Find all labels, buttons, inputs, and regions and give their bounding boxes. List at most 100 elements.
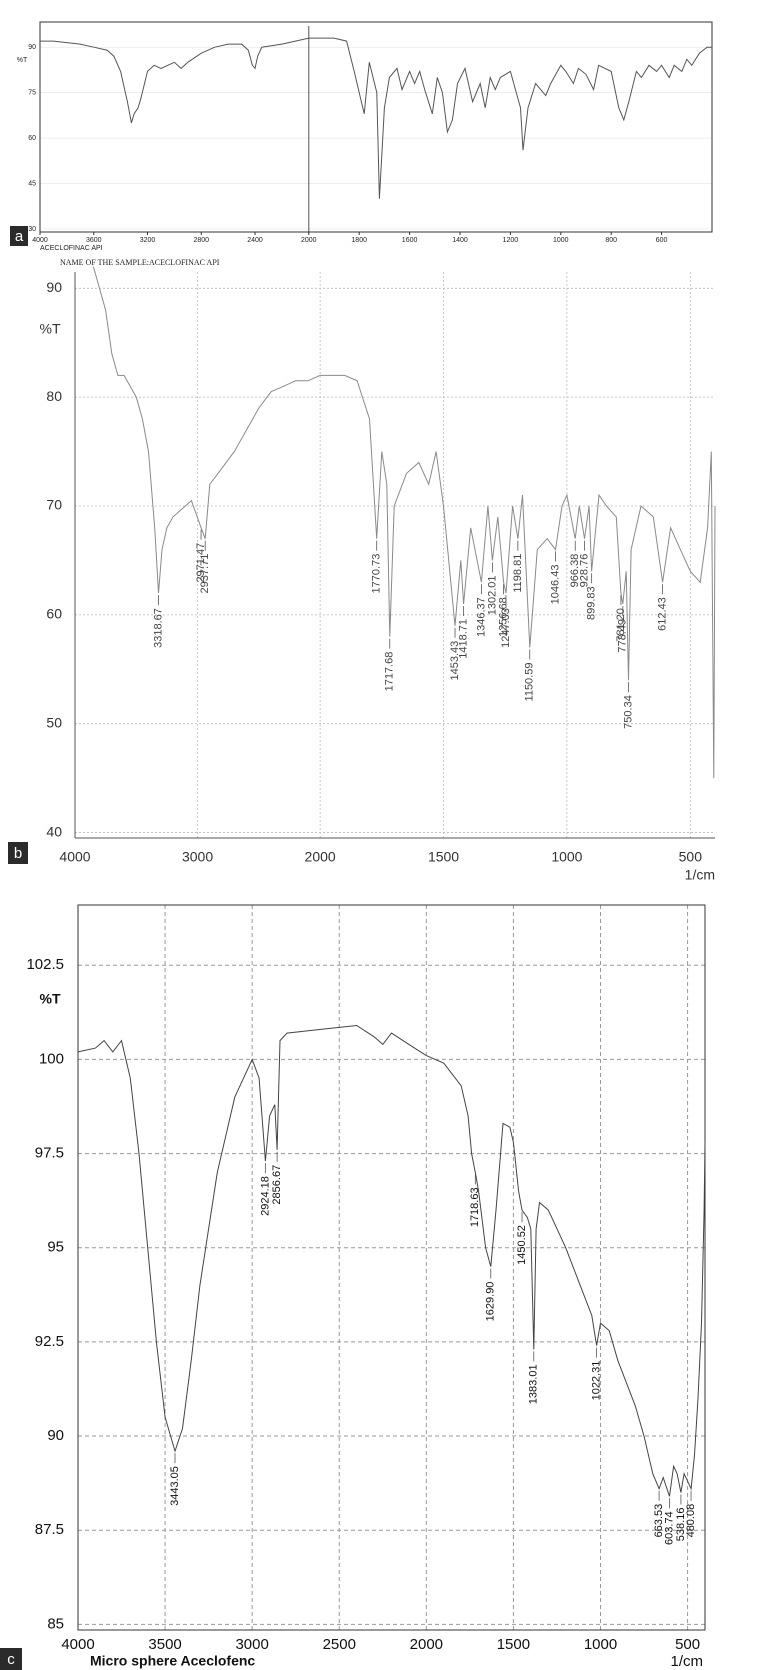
x-tick-label: 3200	[140, 237, 156, 244]
y-axis-title: %T	[40, 321, 61, 337]
x-tick-label: 2000	[410, 1636, 443, 1653]
y-tick-label: 30	[28, 226, 36, 233]
y-tick-label: 87.5	[35, 1521, 64, 1538]
x-tick-label: 3600	[86, 237, 102, 244]
y-tick-label: 60	[46, 606, 62, 622]
x-tick-label: 1000	[551, 849, 582, 865]
peak-label: 1453.43	[449, 641, 461, 681]
x-tick-label: 3000	[182, 849, 213, 865]
peak-label: 1418.71	[457, 619, 469, 659]
peak-label: 1383.01	[528, 1364, 540, 1404]
x-tick-label: 2000	[301, 237, 317, 244]
peak-label: 966.38	[569, 554, 581, 588]
x-tick-label: 500	[679, 849, 703, 865]
x-tick-label: 1600	[402, 237, 418, 244]
y-tick-label: 97.5	[35, 1145, 64, 1162]
peak-label: 1450.52	[516, 1225, 528, 1265]
x-tick-label: 1800	[351, 237, 367, 244]
x-tick-label: 1000	[584, 1636, 617, 1653]
y-axis-title: %T	[17, 57, 28, 64]
panel-letter: c	[7, 1651, 15, 1668]
peak-label: 773.49	[617, 619, 629, 653]
peak-label: 1256.68	[497, 597, 509, 637]
x-axis-title: 1/cm	[685, 867, 715, 883]
panel-letter-box	[8, 842, 28, 864]
x-tick-label: 3000	[235, 1636, 268, 1653]
x-tick-label: 600	[656, 237, 668, 244]
x-tick-label: 1200	[503, 237, 519, 244]
y-tick-label: 75	[28, 89, 36, 96]
y-tick-label: 45	[28, 180, 36, 187]
y-tick-label: 40	[46, 823, 62, 839]
plot-frame	[39, 21, 713, 233]
peak-label: 781.20	[615, 608, 627, 642]
caption: NAME OF THE SAMPLE:ACECLOFINAC API	[60, 258, 220, 267]
x-tick-label: 4000	[32, 237, 48, 244]
x-tick-label: 500	[675, 1636, 700, 1653]
x-tick-label: 4000	[61, 1636, 94, 1653]
y-tick-label: 90	[28, 44, 36, 51]
peak-label: 1198.81	[512, 554, 524, 593]
peak-label: 538.16	[675, 1508, 687, 1542]
peak-label: 1247.03	[500, 608, 512, 648]
peak-label: 1302.01	[486, 575, 498, 615]
y-tick-label: 50	[46, 714, 62, 730]
peak-label: 3443.05	[169, 1466, 181, 1506]
x-tick-label: 1000	[553, 237, 569, 244]
x-tick-label: 3500	[148, 1636, 181, 1653]
plot-frame	[77, 904, 706, 1631]
panel-b: 40 50 60 70 80 90 4000 3000 2000 1500 1000 500 3318.…	[8, 266, 716, 883]
peak-label: 663.53	[653, 1504, 665, 1538]
y-tick-label: 85	[47, 1615, 64, 1632]
panel-c: 85 87.5 90 92.5 95 97.5 100 102.5 4000 3500 3000 25…	[0, 904, 706, 1670]
y-tick-label: 90	[46, 279, 62, 295]
peak-label: 603.74	[663, 1511, 675, 1545]
peak-label: 3318.67	[152, 608, 164, 648]
y-tick-label: 70	[46, 497, 62, 513]
panel-letter-box	[10, 226, 28, 246]
y-axis-title: %T	[40, 991, 61, 1007]
x-tick-label: 2800	[193, 237, 209, 244]
panel-letter: b	[14, 845, 22, 862]
y-tick-label: 80	[46, 388, 62, 404]
peak-label: 612.43	[656, 597, 668, 631]
x-tick-label: 2400	[247, 237, 263, 244]
y-tick-label: 100	[39, 1050, 64, 1067]
spectrum-line	[40, 37, 712, 199]
sample-label: ACECLOFINAC API	[40, 245, 103, 252]
spectrum-line	[92, 266, 716, 779]
panel-letter: a	[15, 228, 24, 245]
peak-label: 1718.63	[469, 1187, 481, 1227]
peak-label: 1346.37	[475, 597, 487, 637]
y-tick-label: 60	[28, 135, 36, 142]
peak-label: 1022.31	[591, 1361, 603, 1401]
peak-label: 2971.47	[195, 543, 207, 583]
caption: Micro sphere Aceclofenc	[90, 1653, 255, 1669]
peak-label: 2937.71	[199, 554, 211, 594]
y-tick-label: 92.5	[35, 1333, 64, 1350]
y-tick-label: 95	[47, 1239, 64, 1256]
x-tick-label: 800	[605, 237, 617, 244]
x-tick-label: 2500	[323, 1636, 356, 1653]
peak-label: 750.34	[622, 695, 634, 729]
peak-label: 480.08	[685, 1504, 697, 1538]
y-tick-label: 102.5	[26, 956, 64, 973]
x-tick-label: 1400	[452, 237, 468, 244]
peak-label: 1770.73	[371, 554, 383, 594]
peak-label: 1629.90	[485, 1282, 497, 1322]
peak-label: 2924.18	[259, 1176, 271, 1216]
peak-label: 1046.43	[549, 565, 561, 605]
peak-label: 1717.68	[384, 652, 396, 692]
panel-a: 90 75 60 45 30 4000 3600 3200 2800 2400 2000 1800 16…	[10, 21, 713, 267]
peak-label: 1150.59	[524, 663, 536, 702]
x-tick-label: 2000	[305, 849, 336, 865]
x-tick-label: 1500	[428, 849, 459, 865]
x-tick-label: 1500	[497, 1636, 530, 1653]
panel-letter-box	[0, 1648, 22, 1670]
y-tick-label: 90	[47, 1427, 64, 1444]
spectrum-line	[77, 1024, 706, 1497]
x-axis-title: 1/cm	[670, 1653, 703, 1670]
peak-label: 2856.67	[271, 1165, 283, 1205]
peak-label: 899.83	[586, 586, 598, 620]
